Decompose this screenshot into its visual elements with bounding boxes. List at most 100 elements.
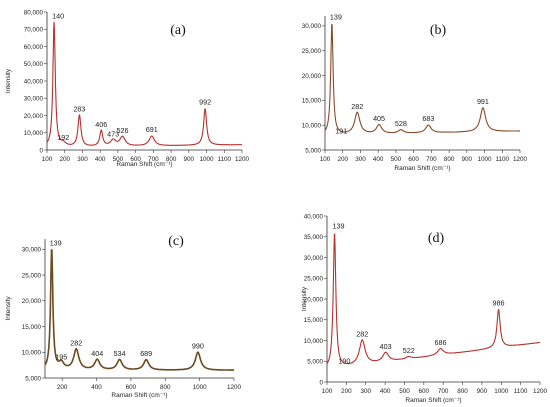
x-tick-label: 1000 bbox=[478, 156, 493, 163]
x-tick-label: 1200 bbox=[513, 156, 528, 163]
y-tick-label: 0 bbox=[39, 147, 43, 154]
x-tick-label: 700 bbox=[148, 156, 159, 163]
x-tick-label: 800 bbox=[166, 156, 177, 163]
panel-label: (b) bbox=[430, 23, 447, 38]
x-tick-label: 1200 bbox=[235, 156, 250, 163]
y-axis-label: Intensity bbox=[301, 286, 308, 311]
peak-label-191: 191 bbox=[335, 127, 347, 136]
y-tick-label: 5,000 bbox=[307, 359, 323, 366]
chart-panel-d: 100 200 300 400 500 600 700 800 900 1000 1100 1200 0… bbox=[301, 213, 547, 404]
chart-panel-c: 200 400 600 800 1000 1200 5,000 10,000 15,000 20,… bbox=[5, 234, 241, 399]
peak-label-282: 282 bbox=[351, 102, 363, 111]
x-tick-label: 100 bbox=[322, 388, 333, 395]
peak-label-686: 686 bbox=[434, 338, 446, 347]
x-tick-label: 600 bbox=[130, 156, 141, 163]
panel-label: (d) bbox=[428, 231, 445, 246]
x-tick-label: 1200 bbox=[227, 384, 242, 391]
panel-label: (c) bbox=[168, 234, 184, 249]
x-tick-label: 600 bbox=[126, 384, 137, 391]
peak-label-195: 195 bbox=[55, 353, 67, 362]
x-tick-label: 400 bbox=[91, 384, 102, 391]
peak-label-405: 405 bbox=[373, 114, 385, 123]
x-tick-label: 900 bbox=[477, 388, 488, 395]
x-tick-label: 900 bbox=[184, 156, 195, 163]
y-tick-label: 20,000 bbox=[24, 113, 44, 120]
peak-label-991: 991 bbox=[477, 97, 489, 106]
x-axis-label: Raman Shift (cm⁻¹) bbox=[394, 165, 450, 172]
peak-label-139: 139 bbox=[333, 222, 345, 231]
x-tick-label: 1200 bbox=[533, 388, 548, 395]
x-tick-label: 1000 bbox=[193, 384, 208, 391]
x-tick-label: 700 bbox=[426, 156, 437, 163]
x-tick-label: 800 bbox=[457, 388, 468, 395]
x-tick-label: 1100 bbox=[495, 156, 509, 163]
y-tick-label: 25,000 bbox=[304, 276, 324, 283]
y-tick-label: 10,000 bbox=[24, 130, 44, 137]
peak-label-691: 691 bbox=[146, 125, 158, 134]
peak-label-192: 192 bbox=[57, 133, 69, 142]
y-tick-label: 15,000 bbox=[304, 317, 324, 324]
x-tick-label: 900 bbox=[462, 156, 473, 163]
x-tick-label: 200 bbox=[337, 156, 348, 163]
x-axis-label: Raman Shift (cm⁻¹) bbox=[405, 397, 461, 404]
x-tick-label: 100 bbox=[320, 156, 331, 163]
peak-label-689: 689 bbox=[140, 349, 152, 358]
y-tick-label: 5,000 bbox=[305, 147, 321, 154]
panel-label: (a) bbox=[170, 23, 186, 38]
y-tick-label: 15,000 bbox=[302, 98, 322, 105]
y-axis-label: Intensity bbox=[5, 68, 12, 93]
y-tick-label: 30,000 bbox=[22, 247, 42, 254]
x-tick-label: 1000 bbox=[200, 156, 215, 163]
x-tick-label: 400 bbox=[373, 156, 384, 163]
y-tick-label: 20,000 bbox=[22, 298, 42, 305]
x-tick-label: 200 bbox=[59, 156, 70, 163]
x-tick-label: 1000 bbox=[494, 388, 509, 395]
x-tick-label: 500 bbox=[391, 156, 402, 163]
x-tick-label: 100 bbox=[42, 156, 53, 163]
y-axis-label: Intensity bbox=[5, 296, 12, 321]
x-axis-label: Raman Shift (cm⁻¹) bbox=[111, 392, 167, 399]
y-tick-label: 60,000 bbox=[24, 44, 44, 51]
x-tick-label: 500 bbox=[113, 156, 124, 163]
x-tick-label: 1100 bbox=[217, 156, 231, 163]
y-tick-label: 70,000 bbox=[24, 27, 44, 34]
peak-label-406: 406 bbox=[95, 120, 107, 129]
x-tick-label: 500 bbox=[399, 388, 410, 395]
x-tick-label: 600 bbox=[419, 388, 430, 395]
peak-label-282: 282 bbox=[70, 339, 82, 348]
y-tick-label: 35,000 bbox=[304, 234, 324, 241]
peak-label-139: 139 bbox=[50, 238, 62, 247]
y-tick-label: 5,000 bbox=[25, 375, 41, 382]
peak-label-404: 404 bbox=[91, 349, 103, 358]
y-tick-label: 30,000 bbox=[304, 255, 324, 262]
x-tick-label: 700 bbox=[438, 388, 449, 395]
peak-label-139: 139 bbox=[330, 12, 342, 21]
y-tick-label: 40,000 bbox=[24, 78, 44, 85]
y-tick-label: 30,000 bbox=[24, 96, 44, 103]
peak-label-522: 522 bbox=[403, 346, 415, 355]
x-tick-label: 300 bbox=[355, 156, 366, 163]
y-tick-label: 10,000 bbox=[304, 338, 324, 345]
y-tick-label: 10,000 bbox=[22, 350, 42, 357]
y-tick-label: 25,000 bbox=[302, 48, 322, 55]
x-tick-label: 400 bbox=[380, 388, 391, 395]
x-tick-label: 200 bbox=[57, 384, 68, 391]
peak-label-986: 986 bbox=[493, 298, 505, 307]
spectrum-line bbox=[44, 249, 234, 371]
x-tick-label: 600 bbox=[408, 156, 419, 163]
x-tick-label: 300 bbox=[360, 388, 371, 395]
y-tick-label: 25,000 bbox=[22, 272, 42, 279]
y-tick-label: 10,000 bbox=[302, 122, 322, 129]
peak-label-283: 283 bbox=[73, 105, 85, 114]
peak-label-526: 526 bbox=[117, 126, 129, 135]
spectrum-line bbox=[46, 21, 242, 146]
x-axis-label: Raman Shift (cm⁻¹) bbox=[116, 161, 172, 168]
x-tick-label: 200 bbox=[341, 388, 352, 395]
peak-label-683: 683 bbox=[422, 114, 434, 123]
peak-label-403: 403 bbox=[380, 342, 392, 351]
y-tick-label: 30,000 bbox=[302, 23, 322, 30]
y-tick-label: 20,000 bbox=[302, 73, 322, 80]
peak-label-282: 282 bbox=[356, 330, 368, 339]
y-tick-label: 40,000 bbox=[304, 213, 324, 220]
